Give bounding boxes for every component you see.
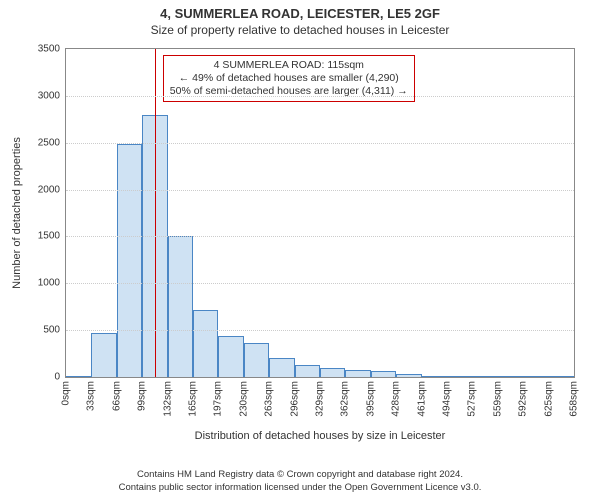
y-tick-label: 2500	[38, 137, 60, 148]
x-tick-label: 165sqm	[188, 381, 199, 417]
x-tick-label: 658sqm	[569, 381, 580, 417]
x-tick-label: 395sqm	[365, 381, 376, 417]
histogram-bar	[447, 376, 472, 377]
x-tick-label: 362sqm	[340, 381, 351, 417]
page-title: 4, SUMMERLEA ROAD, LEICESTER, LE5 2GF	[0, 0, 600, 21]
callout-line: ← 49% of detached houses are smaller (4,…	[170, 72, 408, 85]
histogram-bar	[523, 376, 548, 377]
marker-line	[155, 49, 156, 377]
x-tick-label: 592sqm	[518, 381, 529, 417]
histogram-bar	[396, 374, 421, 377]
y-tick-label: 1500	[38, 231, 60, 242]
x-tick-label: 66sqm	[111, 381, 122, 411]
y-tick-label: 2000	[38, 184, 60, 195]
callout-line: 4 SUMMERLEA ROAD: 115sqm	[170, 59, 408, 72]
x-tick-label: 263sqm	[264, 381, 275, 417]
x-tick-label: 428sqm	[391, 381, 402, 417]
gridline	[66, 236, 574, 237]
y-tick-label: 3500	[38, 44, 60, 55]
histogram-bar	[193, 310, 218, 377]
histogram-bar	[371, 371, 396, 377]
x-tick-label: 132sqm	[162, 381, 173, 417]
x-tick-label: 0sqm	[61, 381, 72, 405]
y-tick-label: 3000	[38, 90, 60, 101]
gridline	[66, 143, 574, 144]
histogram-bar	[472, 376, 497, 377]
x-tick-label: 197sqm	[213, 381, 224, 417]
histogram-bar	[549, 376, 574, 377]
chart-plot-area: 4 SUMMERLEA ROAD: 115sqm← 49% of detache…	[65, 48, 575, 378]
gridline	[66, 190, 574, 191]
footer-line-1: Contains HM Land Registry data © Crown c…	[0, 469, 600, 481]
gridline	[66, 96, 574, 97]
footer: Contains HM Land Registry data © Crown c…	[0, 469, 600, 494]
histogram-bar	[320, 368, 345, 377]
page-subtitle: Size of property relative to detached ho…	[0, 21, 600, 37]
x-tick-label: 230sqm	[238, 381, 249, 417]
y-tick-label: 500	[43, 325, 60, 336]
histogram-bar	[117, 144, 142, 377]
x-axis-title: Distribution of detached houses by size …	[65, 430, 575, 442]
histogram-bar	[168, 236, 193, 377]
x-tick-label: 33sqm	[86, 381, 97, 411]
histogram-bar	[218, 336, 243, 377]
footer-line-2: Contains public sector information licen…	[0, 482, 600, 494]
y-axis-title: Number of detached properties	[8, 48, 26, 378]
x-tick-label: 494sqm	[442, 381, 453, 417]
histogram-bar	[295, 365, 320, 377]
y-tick-label: 0	[54, 372, 60, 383]
x-tick-label: 527sqm	[467, 381, 478, 417]
histogram-bar	[422, 376, 447, 377]
histogram-bar	[91, 333, 116, 377]
x-tick-label: 296sqm	[289, 381, 300, 417]
x-tick-label: 461sqm	[416, 381, 427, 417]
x-tick-label: 559sqm	[492, 381, 503, 417]
histogram-bar	[66, 376, 91, 377]
x-tick-label: 329sqm	[315, 381, 326, 417]
histogram-bar	[244, 343, 269, 377]
gridline	[66, 330, 574, 331]
x-tick-label: 99sqm	[137, 381, 148, 411]
histogram-bar	[269, 358, 294, 377]
y-tick-label: 1000	[38, 278, 60, 289]
histogram-bar	[345, 370, 370, 377]
x-tick-label: 625sqm	[543, 381, 554, 417]
gridline	[66, 283, 574, 284]
histogram-bar	[498, 376, 523, 377]
